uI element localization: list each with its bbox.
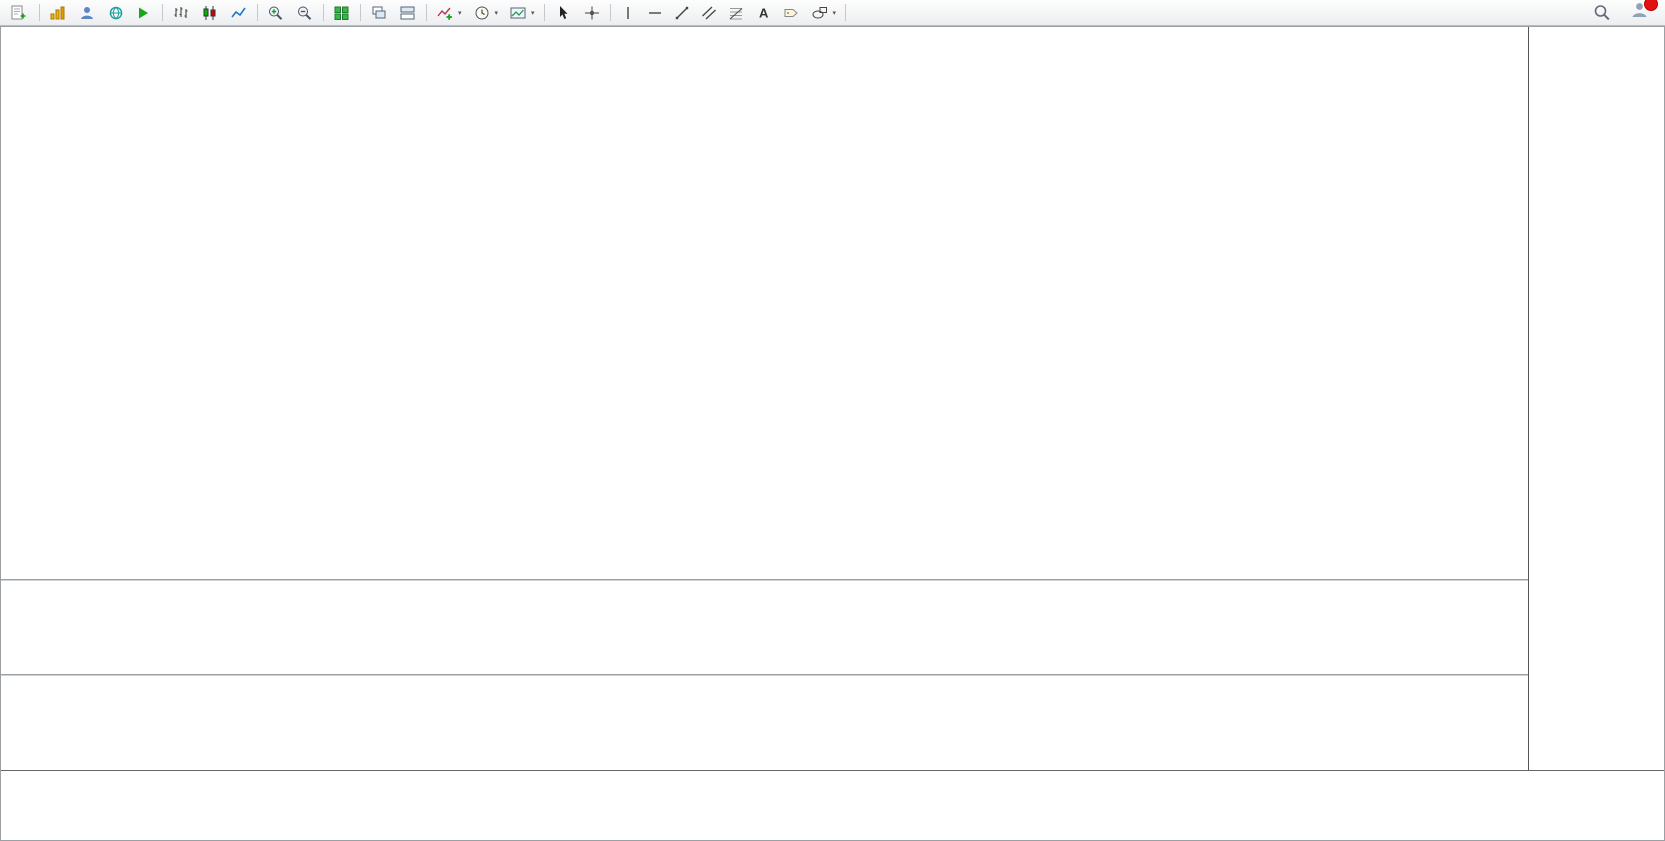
shapes-icon xyxy=(812,6,827,18)
bar-chart-button[interactable] xyxy=(167,2,195,24)
time-axis[interactable] xyxy=(1,770,1664,792)
crosshair-button[interactable] xyxy=(578,2,606,24)
toolbar-separator xyxy=(543,4,545,21)
toolbar: ▾ ▾ ▾ A ▾ xyxy=(0,0,1665,26)
new-order-button[interactable] xyxy=(4,2,35,24)
fibonacci-button[interactable] xyxy=(723,2,749,24)
account-icon xyxy=(1632,3,1647,17)
cascade-windows-icon xyxy=(372,6,386,18)
line-chart-button[interactable] xyxy=(225,2,253,24)
autotrading-play-icon xyxy=(139,7,148,18)
toolbar-separator xyxy=(39,4,40,21)
toolbar-separator xyxy=(257,4,258,21)
search-button[interactable] xyxy=(1588,2,1616,24)
search-icon xyxy=(1594,5,1610,21)
vertical-line-icon xyxy=(626,6,629,19)
vertical-line-button[interactable] xyxy=(615,2,641,24)
trendline-icon xyxy=(675,6,688,19)
equidistant-channel-button[interactable] xyxy=(696,2,722,24)
toolbar-separator xyxy=(609,4,611,21)
account-button[interactable] xyxy=(1630,0,1658,24)
toolbar-separator xyxy=(360,4,361,21)
svg-text:A: A xyxy=(759,5,769,20)
rsi-canvas[interactable] xyxy=(1,676,1528,770)
charts-icon xyxy=(50,6,65,19)
crosshair-icon xyxy=(584,6,599,19)
trendline-button[interactable] xyxy=(669,2,695,24)
new-order-icon xyxy=(11,5,26,19)
candlestick-chart-icon xyxy=(203,5,216,20)
tile-horizontal-button[interactable] xyxy=(394,2,422,24)
chart-window xyxy=(0,26,1665,841)
templates-button[interactable]: ▾ xyxy=(504,2,540,24)
tile-horizontal-icon xyxy=(400,6,415,19)
autotrading-button[interactable] xyxy=(131,2,158,24)
tile-windows-button[interactable] xyxy=(328,2,356,24)
zoom-out-button[interactable] xyxy=(291,2,319,24)
zoom-in-button[interactable] xyxy=(262,2,290,24)
dropdown-arrow-icon[interactable]: ▾ xyxy=(458,9,462,17)
dropdown-arrow-icon[interactable]: ▾ xyxy=(494,9,499,17)
cascade-windows-button[interactable] xyxy=(365,2,393,24)
cursor-button[interactable] xyxy=(549,2,577,24)
toolbar-separator xyxy=(162,4,163,21)
dropdown-arrow-icon[interactable]: ▾ xyxy=(531,9,535,17)
indicators-add-icon xyxy=(437,7,452,20)
charts-button[interactable] xyxy=(44,2,72,24)
fibonacci-icon xyxy=(729,7,742,19)
profiles-icon xyxy=(81,6,93,19)
horizontal-line-button[interactable] xyxy=(642,2,668,24)
community-button[interactable] xyxy=(102,2,130,24)
shapes-button[interactable]: ▾ xyxy=(806,2,842,24)
toolbar-separator xyxy=(323,4,324,21)
main-chart-canvas[interactable] xyxy=(1,29,1528,579)
candlestick-chart-button[interactable] xyxy=(196,2,224,24)
text-icon: A xyxy=(759,5,769,20)
zoom-out-icon xyxy=(298,6,312,20)
toolbar-right-group xyxy=(1588,0,1661,24)
toolbar-separator xyxy=(845,4,847,21)
label-button[interactable] xyxy=(777,2,805,24)
periods-clock-icon xyxy=(475,6,489,19)
templates-icon xyxy=(510,7,526,18)
zoom-in-icon xyxy=(269,6,283,20)
text-button[interactable]: A xyxy=(750,2,776,24)
equidistant-channel-icon xyxy=(701,6,716,19)
profiles-button[interactable] xyxy=(73,2,101,24)
tile-windows-icon xyxy=(334,6,349,20)
indicators-add-button[interactable]: ▾ xyxy=(431,2,467,24)
line-chart-icon xyxy=(231,7,246,17)
horizontal-line-icon xyxy=(648,11,661,14)
price-axis[interactable] xyxy=(1528,27,1664,770)
dropdown-arrow-icon[interactable]: ▾ xyxy=(832,9,837,17)
toolbar-separator xyxy=(426,4,427,21)
pane-splitter[interactable] xyxy=(1,674,1664,676)
community-icon xyxy=(109,6,123,19)
bar-chart-icon xyxy=(174,6,188,18)
cursor-icon xyxy=(559,5,568,19)
notification-badge xyxy=(1644,0,1658,11)
macd-canvas[interactable] xyxy=(1,581,1528,674)
label-icon xyxy=(784,8,798,17)
periods-button[interactable]: ▾ xyxy=(468,2,504,24)
pane-splitter[interactable] xyxy=(1,579,1664,581)
